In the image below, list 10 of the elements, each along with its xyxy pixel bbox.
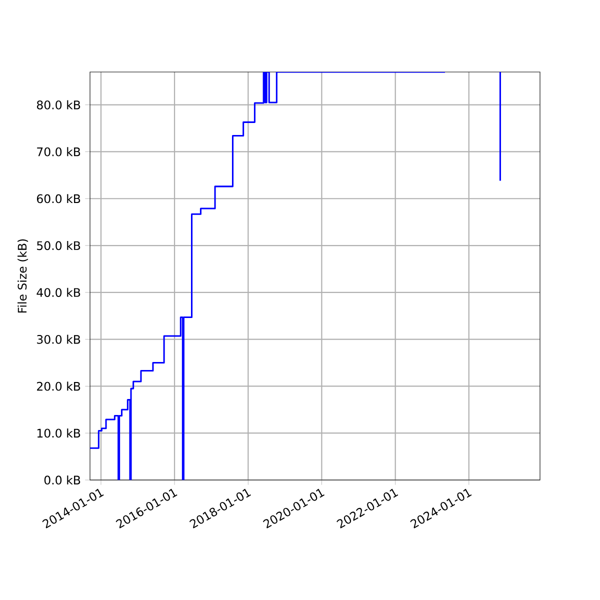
y-tick-label: 20.0 kB <box>37 382 80 391</box>
y-tick-label: 30.0 kB <box>37 334 80 344</box>
y-tick-label: 70.0 kB <box>37 147 80 156</box>
y-tick-label: 80.0 kB <box>36 100 80 110</box>
y-tick-label: 0.0 kB <box>44 475 80 485</box>
y-tick-label: 50.0 kB <box>37 240 80 250</box>
y-tick-label: 40.0 kB <box>36 288 80 297</box>
y-tick-label: 10.0 kB <box>37 428 80 438</box>
y-tick-label: 60.0 kB <box>36 194 80 204</box>
y-axis-title: File Size (kB) <box>18 239 28 313</box>
